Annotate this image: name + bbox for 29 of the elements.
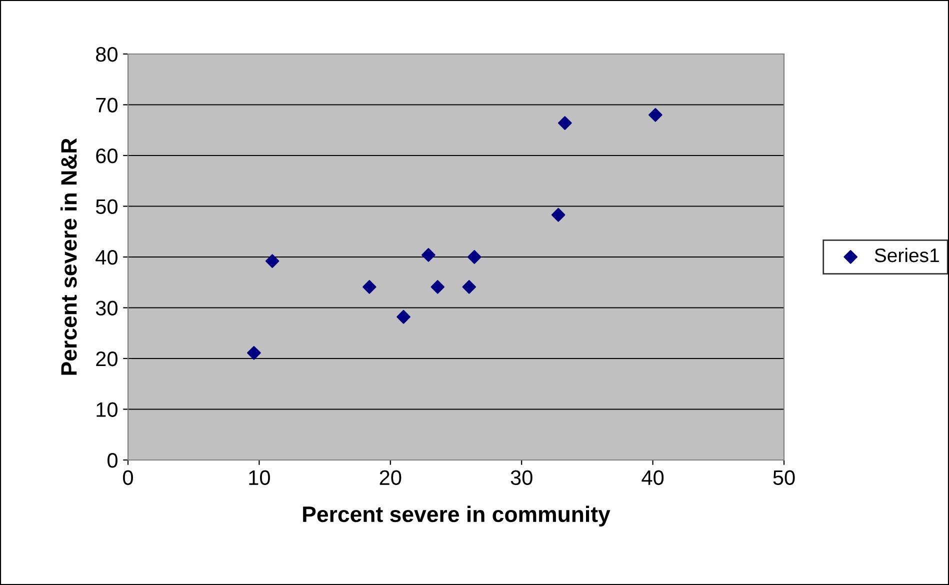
x-tick-label: 30 (510, 470, 532, 486)
y-tick-label: 50 (96, 199, 118, 214)
y-tick-label: 20 (96, 352, 118, 366)
y-tick-label: 30 (96, 300, 118, 316)
y-axis-title: Percent severe in N&R (60, 138, 77, 375)
y-tick-label: 10 (96, 402, 118, 418)
legend-label: Series1 (874, 248, 939, 262)
point (247, 346, 261, 360)
point (648, 108, 662, 122)
point (462, 280, 476, 294)
x-tick-label: 50 (773, 470, 795, 486)
point (362, 280, 376, 294)
y-tick-label: 60 (96, 148, 118, 164)
y-tick-label: 80 (96, 47, 118, 62)
x-tick-label: 20 (380, 470, 402, 486)
y-tick-label: 0 (108, 453, 118, 468)
point (265, 254, 280, 268)
point (558, 116, 572, 130)
point (467, 250, 482, 264)
point (396, 310, 410, 324)
x-axis-title: Percent severe in community (303, 506, 610, 527)
point (551, 208, 566, 222)
x-tick-label: 0 (123, 470, 133, 486)
point (422, 248, 436, 262)
x-tick-label: 10 (249, 470, 270, 486)
x-tick-label: 40 (642, 470, 664, 486)
y-tick-label: 70 (96, 98, 118, 113)
y-tick-label: 40 (96, 250, 118, 265)
point (430, 280, 445, 294)
